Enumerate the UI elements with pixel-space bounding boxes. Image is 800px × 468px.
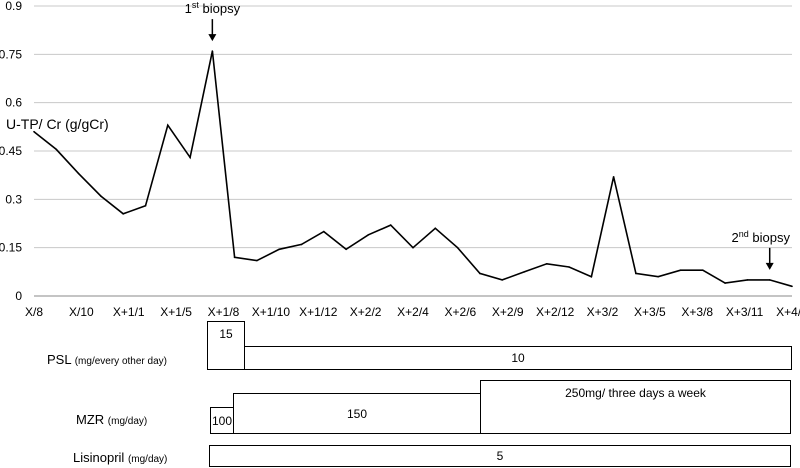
data-point: [456, 246, 459, 249]
data-point: [679, 269, 682, 272]
y-tick-label: 0.9: [5, 0, 22, 13]
arrow-down-icon: [208, 34, 217, 42]
mzr-label: MZR (mg/day): [76, 412, 147, 427]
x-tick-label: X/8: [25, 305, 43, 319]
data-point: [768, 279, 771, 281]
data-point: [278, 248, 281, 251]
series-label: U-TP/ Cr (g/gCr): [6, 116, 109, 132]
x-tick-label: X+2/12: [536, 305, 575, 319]
psl-label: PSL (mg/every other day): [47, 352, 167, 367]
x-tick-label: X+1/1: [113, 305, 145, 319]
data-point: [189, 156, 191, 159]
biopsy-label: 1st biopsy: [185, 0, 241, 16]
data-point: [479, 272, 481, 275]
x-tick-label: X+2/4: [397, 305, 429, 319]
psl-name: PSL: [47, 352, 72, 367]
data-point: [100, 195, 102, 197]
data-point: [166, 124, 169, 127]
x-tick-label: X+3/5: [634, 305, 666, 319]
data-point: [791, 285, 793, 288]
x-tick-label: X+1/12: [299, 305, 338, 319]
data-point: [612, 175, 615, 178]
x-tick-label: X+2/2: [350, 305, 382, 319]
data-point: [545, 262, 548, 265]
data-point: [345, 248, 347, 251]
data-point: [635, 272, 637, 275]
data-point: [590, 275, 593, 278]
y-tick-label: 0: [15, 289, 22, 303]
data-point: [702, 269, 704, 272]
y-tick-label: 0.75: [0, 47, 22, 61]
biopsy-annotation: 1st biopsy: [185, 0, 241, 42]
psl-unit: (mg/every other day): [74, 356, 167, 367]
data-point: [211, 50, 214, 52]
data-point: [233, 256, 236, 259]
y-tick-label: 0.3: [5, 192, 22, 206]
x-tick-label: X+3/11: [726, 305, 764, 319]
series-line: [33, 50, 793, 288]
y-tick-label: 0.6: [5, 96, 22, 110]
lisinopril-bar-5: 5: [209, 445, 791, 467]
lisinopril-unit: (mg/day): [127, 454, 168, 465]
data-point: [77, 172, 80, 175]
y-tick-label: 0.45: [0, 144, 22, 158]
data-point: [256, 259, 258, 262]
x-tick-label: X+1/5: [160, 305, 192, 319]
data-point: [746, 279, 749, 281]
mzr-bar-100-value: 100: [211, 413, 233, 428]
x-tick-label: X+3/8: [681, 305, 713, 319]
mzr-bar-100: 100: [210, 407, 234, 434]
x-tick-label: X+1/8: [208, 305, 240, 319]
x-tick-label: X+2/9: [492, 305, 524, 319]
psl-bar-15-value: 15: [219, 327, 233, 341]
mzr-bar-150: 150: [233, 393, 481, 434]
data-point: [389, 224, 392, 226]
y-tick-label: 0.15: [0, 241, 22, 255]
data-point: [412, 246, 414, 249]
mzr-bar-150-value: 150: [346, 406, 368, 421]
lisinopril-label: Lisinopril (mg/day): [73, 450, 167, 465]
arrow-down-icon: [765, 262, 774, 270]
psl-bar-15: 15: [207, 321, 245, 370]
x-tick-label: X+3/2: [587, 305, 619, 319]
data-point: [523, 271, 526, 273]
lisinopril-bar-5-value: 5: [496, 449, 504, 463]
x-tick-label: X+2/6: [445, 305, 477, 319]
mzr-bar-250-value: 250mg/ three days a week: [565, 386, 706, 400]
lisinopril-name: Lisinopril: [73, 450, 125, 465]
data-point: [122, 213, 124, 215]
proteinuria-line-chart: 0 0.15 0.3 0.45 0.6 0.75 0.9 X/8 X/10 X+1/1 X+1/5…: [0, 0, 800, 319]
data-point: [33, 130, 35, 133]
data-point: [55, 148, 58, 151]
mzr-name: MZR: [76, 412, 105, 427]
data-point: [144, 204, 147, 207]
biopsy-label: 2nd biopsy: [732, 229, 791, 245]
data-point: [724, 282, 726, 284]
x-tick-label: X+4/3: [776, 305, 800, 319]
data-point: [300, 243, 303, 246]
x-tick-label: X+1/10: [252, 305, 291, 319]
mzr-unit: (mg/day): [107, 416, 148, 427]
data-point: [568, 266, 570, 268]
x-tick-label: X/10: [69, 305, 94, 319]
psl-bar-10-value: 10: [511, 351, 525, 365]
data-point: [434, 227, 437, 230]
mzr-bar-250: 250mg/ three days a week: [480, 380, 791, 434]
data-point: [657, 275, 660, 278]
biopsy-annotation: 2nd biopsy: [732, 229, 791, 270]
data-point: [501, 279, 503, 281]
data-point: [367, 233, 370, 236]
data-point: [323, 230, 325, 233]
psl-bar-10: 10: [244, 346, 792, 370]
